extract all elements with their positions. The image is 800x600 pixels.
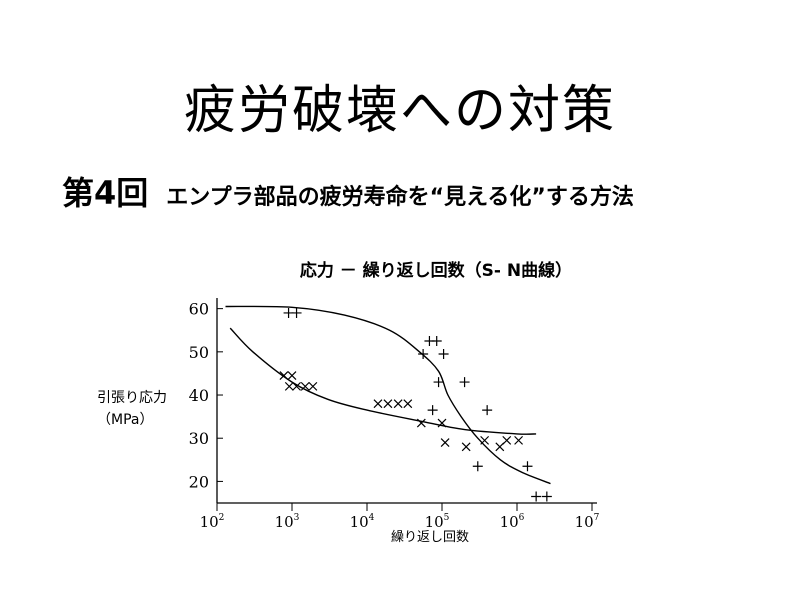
- plus-marker: [522, 461, 533, 472]
- plus-marker: [472, 461, 483, 472]
- x-marker: [383, 399, 393, 409]
- x-marker: [287, 371, 297, 381]
- slide-subtitle: 第4回 エンプラ部品の疲労寿命を“見える化”する方法: [62, 168, 634, 214]
- x-marker: [279, 371, 289, 381]
- series-1-curve: [225, 305, 551, 485]
- x-tick-label: 107: [575, 513, 600, 531]
- x-axis-label: 繰り返し回数: [391, 530, 469, 545]
- y-tick-label: 60: [189, 300, 209, 319]
- x-marker: [437, 418, 447, 428]
- x-marker: [495, 442, 505, 452]
- plus-marker: [431, 336, 442, 347]
- x-marker: [514, 435, 524, 445]
- series-2-curve: [229, 327, 537, 435]
- x-tick-label: 105: [425, 513, 450, 531]
- x-marker: [373, 399, 383, 409]
- x-tick-exponent: 6: [519, 513, 525, 523]
- y-tick-label: 30: [189, 429, 209, 448]
- x-tick-exponent: 2: [219, 513, 225, 523]
- x-tick-exponent: 3: [294, 513, 300, 523]
- plus-marker: [438, 348, 449, 359]
- plus-marker: [482, 405, 493, 416]
- x-tick-label: 102: [200, 513, 225, 531]
- x-marker: [461, 442, 471, 452]
- plus-marker: [427, 405, 438, 416]
- lesson-topic: エンプラ部品の疲労寿命を“見える化”する方法: [166, 185, 634, 210]
- plus-marker: [291, 307, 302, 318]
- y-axis-label-line2: （MPa）: [97, 412, 153, 428]
- x-marker: [440, 438, 450, 447]
- x-tick-base: 10: [350, 513, 369, 531]
- x-tick-base: 10: [275, 513, 294, 531]
- x-tick-exponent: 7: [594, 513, 600, 523]
- chart-title: 応力 － 繰り返し回数（S- N曲線）: [300, 260, 572, 281]
- plus-marker: [433, 377, 444, 388]
- x-marker: [308, 381, 318, 391]
- x-marker: [416, 418, 426, 428]
- x-marker: [393, 399, 403, 409]
- plus-marker: [459, 377, 470, 388]
- x-tick-label: 104: [350, 513, 375, 531]
- y-axis-label-line1: 引張り応力: [97, 390, 167, 406]
- x-marker: [300, 381, 310, 391]
- x-tick-label: 106: [500, 513, 525, 531]
- x-tick-base: 10: [200, 513, 219, 531]
- x-tick-base: 10: [425, 513, 444, 531]
- x-tick-label: 103: [275, 513, 300, 531]
- y-tick-label: 20: [189, 472, 209, 491]
- x-tick-exponent: 4: [369, 513, 375, 523]
- x-tick-exponent: 5: [444, 513, 450, 523]
- x-tick-base: 10: [575, 513, 594, 531]
- plus-marker: [418, 348, 429, 359]
- x-marker: [502, 435, 512, 445]
- y-tick-label: 50: [189, 343, 209, 362]
- x-marker: [284, 381, 294, 391]
- x-marker: [403, 399, 413, 409]
- x-marker: [292, 381, 301, 391]
- x-marker: [480, 435, 490, 445]
- y-tick-label: 40: [189, 386, 209, 405]
- slide-title: 疲労破壊への対策: [183, 81, 616, 141]
- x-tick-base: 10: [500, 513, 519, 531]
- lesson-number: 第4回: [62, 174, 149, 212]
- plus-marker: [531, 491, 542, 502]
- plus-marker: [541, 491, 552, 502]
